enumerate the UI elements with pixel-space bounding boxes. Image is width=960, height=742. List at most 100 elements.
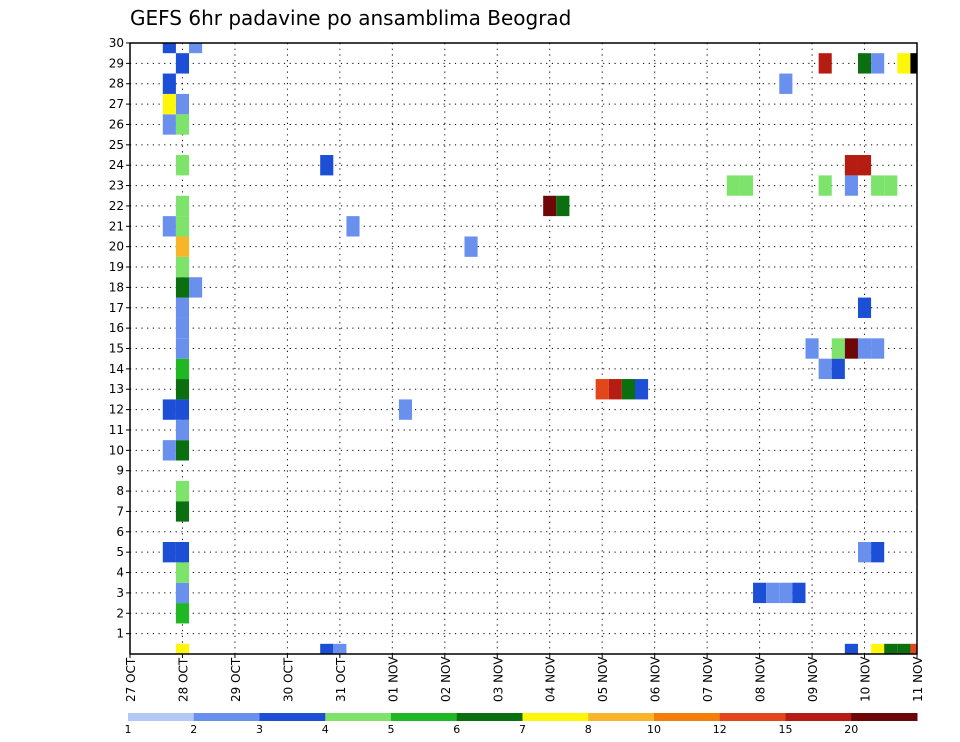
y-tick-label: 22 — [109, 199, 124, 213]
data-cells — [162, 43, 917, 654]
y-tick-label: 28 — [109, 77, 124, 91]
y-tick-label: 19 — [109, 260, 124, 274]
x-tick-label: 11 NOV — [911, 656, 925, 702]
data-cell — [175, 195, 190, 217]
y-tick-label: 6 — [116, 525, 124, 539]
y-tick-label: 9 — [116, 464, 124, 478]
data-cell — [779, 582, 793, 604]
data-cell — [398, 399, 413, 420]
data-cell — [189, 277, 203, 298]
data-cell — [333, 643, 347, 654]
data-cell — [175, 562, 190, 583]
data-cell — [175, 317, 190, 339]
y-tick-label: 8 — [116, 484, 124, 498]
data-cell — [464, 236, 478, 257]
y-axis: 1234567891011121314151617181920212223242… — [109, 36, 130, 641]
data-cell — [175, 541, 190, 563]
data-cell — [175, 358, 190, 380]
data-cell — [844, 155, 858, 176]
data-cell — [739, 175, 754, 196]
x-tick-label: 10 NOV — [859, 656, 873, 702]
colorbar-swatch — [391, 713, 458, 721]
data-cell — [857, 155, 872, 176]
data-cell — [857, 297, 872, 318]
y-tick-label: 2 — [116, 606, 124, 620]
data-cell — [175, 155, 190, 176]
x-tick-label: 01 NOV — [386, 656, 400, 702]
chart-title: GEFS 6hr padavine po ansamblima Beograd — [130, 6, 571, 30]
data-cell — [175, 399, 190, 420]
colorbar-swatch — [785, 713, 852, 721]
data-cell — [543, 195, 557, 217]
data-cell — [556, 195, 570, 217]
data-cell — [831, 338, 845, 359]
x-tick-label: 27 OCT — [124, 657, 138, 702]
y-tick-label: 30 — [109, 36, 124, 50]
data-cell — [175, 379, 190, 400]
x-tick-label: 06 NOV — [649, 656, 663, 702]
data-cell — [175, 440, 190, 461]
data-cell — [346, 216, 360, 237]
colorbar-label: 2 — [190, 723, 197, 736]
data-cell — [162, 399, 176, 420]
data-cell — [175, 297, 190, 318]
data-cell — [871, 338, 885, 359]
colorbar-label: 1 — [125, 723, 132, 736]
y-tick-label: 21 — [109, 219, 124, 233]
colorbar-swatch — [654, 713, 721, 721]
data-cell — [857, 338, 872, 359]
colorbar-swatch — [259, 713, 326, 721]
y-tick-label: 17 — [109, 301, 124, 315]
colorbar-swatch — [588, 713, 655, 721]
data-cell — [753, 582, 767, 604]
data-cell — [910, 53, 917, 74]
data-cell — [884, 643, 898, 654]
data-cell — [766, 582, 780, 604]
data-cell — [831, 358, 845, 380]
y-tick-label: 29 — [109, 56, 124, 70]
data-cell — [595, 379, 609, 400]
x-tick-label: 03 NOV — [491, 656, 505, 702]
x-axis: 27 OCT 28 OCT 29 OCT 30 OCT 31 OCT 01 NOV 02 N… — [124, 654, 925, 702]
colorbar-label: 6 — [453, 723, 460, 736]
x-tick-label: 04 NOV — [544, 656, 558, 702]
data-cell — [320, 155, 334, 176]
data-cell — [189, 43, 203, 54]
y-tick-label: 13 — [109, 382, 124, 396]
y-tick-label: 1 — [116, 627, 124, 641]
colorbar-swatch — [193, 713, 260, 721]
y-tick-label: 27 — [109, 97, 124, 111]
colorbar-label: 20 — [844, 723, 858, 736]
data-cell — [175, 643, 190, 654]
y-tick-label: 16 — [109, 321, 124, 335]
data-cell — [175, 236, 190, 257]
data-cell — [779, 73, 793, 94]
data-cell — [818, 175, 832, 196]
data-cell — [175, 53, 190, 74]
y-tick-label: 25 — [109, 138, 124, 152]
colorbar-label: 15 — [779, 723, 793, 736]
data-cell — [871, 53, 885, 74]
y-tick-label: 11 — [109, 423, 124, 437]
colorbar-label: 5 — [388, 723, 395, 736]
colorbar-label: 12 — [713, 723, 727, 736]
y-tick-label: 14 — [109, 362, 124, 376]
data-cell — [621, 379, 635, 400]
data-cell — [857, 541, 872, 563]
x-tick-label: 05 NOV — [596, 656, 610, 702]
grid — [130, 43, 917, 654]
data-cell — [162, 114, 176, 135]
x-tick-label: 30 OCT — [281, 657, 295, 702]
y-tick-label: 5 — [116, 545, 124, 559]
data-cell — [162, 43, 176, 54]
data-cell — [897, 53, 911, 74]
data-cell — [871, 643, 885, 654]
x-tick-label: 02 NOV — [439, 656, 453, 702]
data-cell — [634, 379, 649, 400]
colorbar-swatch — [456, 713, 523, 721]
data-cell — [805, 338, 819, 359]
data-cell — [844, 338, 858, 359]
data-cell — [871, 541, 885, 563]
data-cell — [320, 643, 334, 654]
